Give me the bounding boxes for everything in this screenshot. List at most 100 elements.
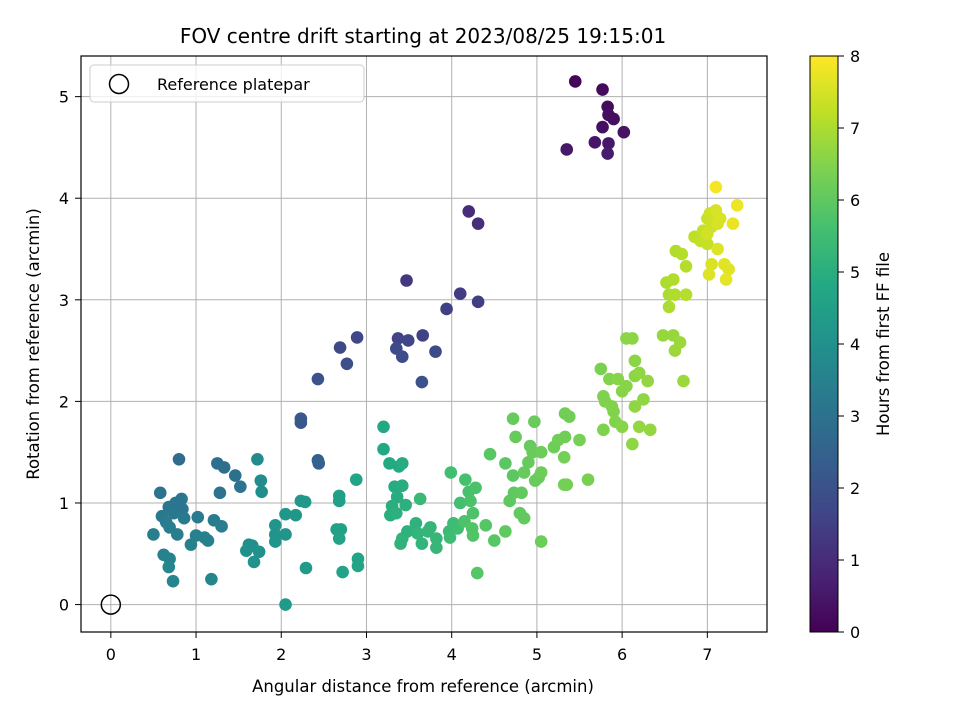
data-point — [247, 555, 261, 569]
data-point — [351, 559, 365, 573]
data-point — [268, 535, 282, 548]
data-point — [596, 120, 609, 134]
data-point — [588, 136, 602, 149]
data-point — [213, 486, 227, 500]
data-point — [596, 83, 609, 96]
data-point — [611, 372, 625, 386]
data-point — [201, 534, 215, 547]
data-point — [401, 334, 415, 347]
data-point — [668, 288, 682, 302]
data-point — [573, 433, 586, 447]
data-point — [279, 507, 292, 521]
data-point — [333, 341, 347, 354]
data-point — [453, 287, 467, 301]
data-point — [177, 511, 191, 525]
data-point — [215, 520, 228, 533]
x-axis-ticks: 0 1 2 3 4 5 6 7 — [106, 632, 712, 664]
data-point — [711, 242, 724, 256]
data-point — [568, 75, 582, 88]
colorbar-tick-label: 8 — [850, 47, 860, 66]
data-point — [594, 362, 608, 376]
data-point — [628, 354, 642, 368]
data-point — [601, 147, 614, 160]
data-point — [294, 416, 308, 430]
x-tick-label: 6 — [617, 645, 627, 664]
data-point — [597, 423, 610, 437]
y-tick-label: 2 — [59, 392, 69, 411]
colorbar-tick-label: 2 — [850, 479, 860, 498]
data-point — [413, 492, 427, 506]
plot-frame — [80, 55, 768, 633]
data-point — [395, 350, 409, 363]
data-point — [557, 450, 571, 464]
y-tick-label: 3 — [59, 291, 69, 310]
data-point — [558, 430, 572, 444]
data-point — [444, 466, 458, 479]
data-point — [628, 400, 642, 413]
data-point — [701, 227, 714, 241]
data-point — [350, 331, 364, 344]
y-tick-label: 4 — [59, 189, 69, 208]
data-point — [515, 486, 528, 500]
x-tick-label: 1 — [191, 645, 201, 664]
data-point — [453, 496, 467, 510]
data-point — [602, 137, 615, 150]
data-point — [607, 405, 620, 418]
data-point — [499, 457, 512, 470]
data-point — [399, 498, 412, 512]
colorbar-tick-label: 1 — [850, 551, 860, 570]
data-point — [394, 537, 407, 550]
data-point — [332, 494, 346, 508]
data-point — [377, 420, 390, 434]
data-point — [311, 372, 325, 386]
data-point — [424, 521, 437, 534]
data-point — [615, 420, 629, 434]
data-point — [626, 437, 639, 451]
data-point — [395, 457, 409, 470]
data-point — [415, 537, 429, 550]
data-point — [464, 494, 477, 508]
data-point — [517, 466, 531, 479]
data-point — [459, 473, 472, 486]
data-point — [400, 274, 413, 287]
data-point — [254, 474, 268, 487]
data-point — [377, 442, 390, 456]
data-point — [279, 598, 292, 611]
data-point — [522, 456, 535, 469]
data-point — [562, 410, 576, 423]
data-point — [217, 461, 231, 474]
data-point — [349, 473, 363, 486]
data-point — [677, 374, 690, 388]
data-point — [534, 466, 548, 479]
data-point — [632, 366, 646, 380]
colorbar-tick-label: 7 — [850, 119, 860, 138]
data-point — [440, 302, 453, 316]
data-point — [709, 180, 723, 194]
data-point — [162, 560, 176, 574]
data-point — [506, 412, 520, 425]
y-tick-label: 1 — [59, 494, 69, 513]
data-point — [679, 288, 693, 302]
data-point — [279, 528, 292, 541]
data-point — [228, 469, 242, 482]
data-point — [632, 420, 646, 434]
data-point — [147, 528, 160, 541]
data-point — [466, 506, 480, 520]
colorbar — [809, 55, 839, 633]
data-point — [607, 112, 620, 126]
x-axis-title: Angular distance from reference (arcmin) — [252, 677, 594, 696]
data-point — [499, 525, 512, 538]
data-point — [662, 300, 676, 314]
data-point — [172, 453, 186, 466]
data-point — [509, 430, 522, 444]
data-point — [626, 332, 639, 345]
data-point — [255, 485, 268, 499]
data-point — [581, 473, 595, 486]
data-point — [534, 445, 548, 459]
x-tick-label: 4 — [447, 645, 457, 664]
colorbar-tick-label: 5 — [850, 263, 860, 282]
data-point — [528, 415, 541, 429]
data-point — [517, 511, 531, 525]
chart-title: FOV centre drift starting at 2023/08/25 … — [180, 24, 666, 48]
